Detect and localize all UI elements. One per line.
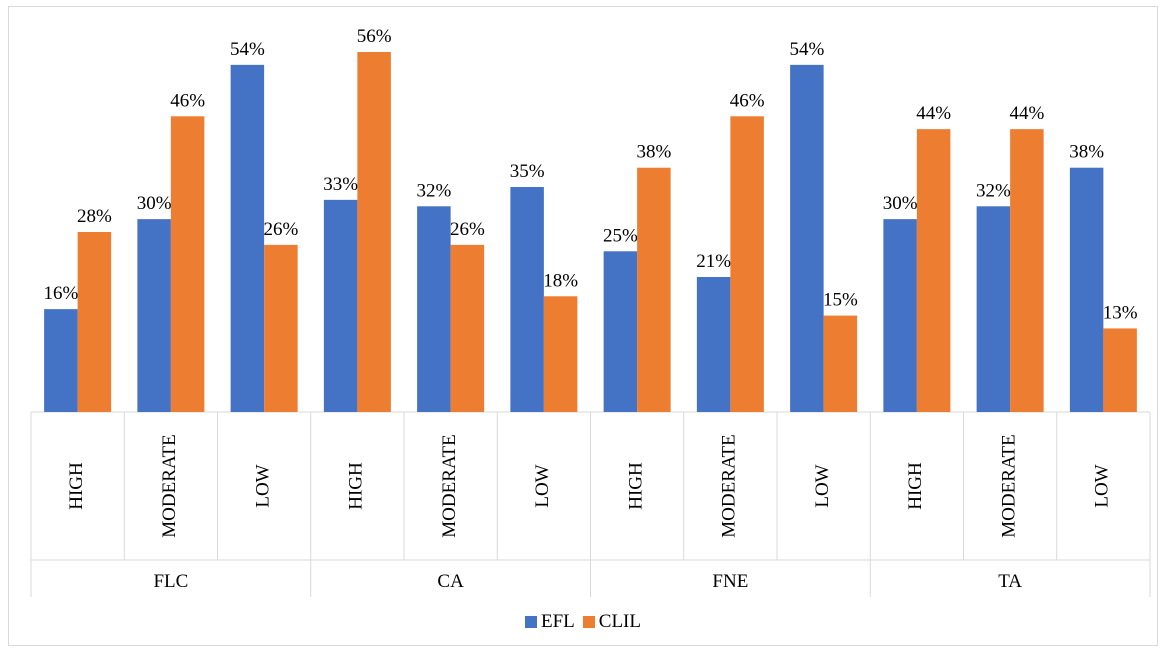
category-label: HIGH (346, 462, 367, 510)
bar-efl (790, 64, 824, 412)
category-label: LOW (252, 464, 273, 507)
category-label: LOW (812, 464, 833, 507)
data-label-efl: 33% (323, 174, 358, 195)
bar-efl (976, 206, 1011, 412)
category-label: MODERATE (159, 434, 180, 537)
bar-clil (730, 116, 764, 413)
bar-clil (823, 315, 858, 412)
group-label: FLC (153, 571, 188, 592)
group-label: TA (998, 571, 1022, 592)
category-label: HIGH (66, 462, 87, 510)
data-label-efl: 32% (416, 180, 451, 201)
bar-clil (637, 167, 671, 412)
bar-efl (44, 309, 78, 412)
data-label-efl: 32% (976, 180, 1011, 201)
legend-label-efl: EFL (541, 611, 575, 632)
data-label-clil: 26% (450, 219, 485, 240)
bar-clil (357, 52, 391, 412)
bar-clil (450, 244, 485, 412)
bar-efl (510, 187, 544, 412)
legend: EFL CLIL (0, 611, 1166, 633)
bar-clil (1010, 129, 1044, 412)
category-label: MODERATE (719, 434, 740, 537)
data-label-efl: 25% (603, 225, 638, 246)
group-label: FNE (712, 571, 748, 592)
category-label: LOW (1092, 464, 1113, 507)
bar-efl (696, 277, 731, 412)
category-label: HIGH (905, 462, 926, 510)
legend-swatch-clil (582, 616, 595, 628)
bar-clil (1103, 328, 1137, 412)
data-label-efl: 35% (510, 161, 545, 182)
bar-efl (230, 64, 265, 412)
data-label-efl: 16% (43, 283, 78, 304)
bar-clil (916, 129, 951, 412)
data-label-clil: 44% (1009, 103, 1044, 124)
data-label-clil: 46% (730, 90, 765, 111)
category-label: MODERATE (998, 434, 1019, 537)
category-label: HIGH (625, 462, 646, 510)
category-label: LOW (532, 464, 553, 507)
bar-clil (77, 232, 112, 412)
data-label-clil: 56% (357, 26, 392, 47)
category-label: MODERATE (439, 434, 460, 537)
data-label-clil: 44% (916, 103, 951, 124)
bar-efl (1069, 167, 1104, 412)
data-label-clil: 26% (263, 219, 298, 240)
bar-efl (603, 251, 638, 412)
data-label-clil: 15% (823, 290, 858, 311)
group-label: CA (437, 571, 464, 592)
data-label-efl: 30% (883, 193, 918, 214)
bar-efl (883, 219, 917, 412)
legend-label-clil: CLIL (598, 611, 641, 632)
bar-efl (323, 199, 358, 412)
data-label-efl: 54% (230, 39, 265, 60)
data-label-clil: 13% (1103, 302, 1138, 323)
data-label-efl: 54% (789, 39, 824, 60)
bar-clil (264, 244, 298, 412)
bar-clil (170, 116, 205, 413)
legend-item-efl: EFL (525, 611, 575, 633)
data-label-clil: 46% (170, 90, 205, 111)
data-label-efl: 30% (137, 193, 172, 214)
data-label-efl: 21% (696, 251, 731, 272)
data-label-clil: 18% (543, 270, 578, 291)
data-label-clil: 38% (636, 142, 671, 163)
data-label-efl: 38% (1069, 142, 1104, 163)
legend-swatch-efl (525, 616, 537, 628)
bar-clil (543, 296, 578, 412)
data-label-clil: 28% (77, 206, 112, 227)
bar-efl (137, 219, 171, 412)
legend-item-clil: CLIL (582, 611, 641, 633)
bar-efl (417, 206, 451, 412)
